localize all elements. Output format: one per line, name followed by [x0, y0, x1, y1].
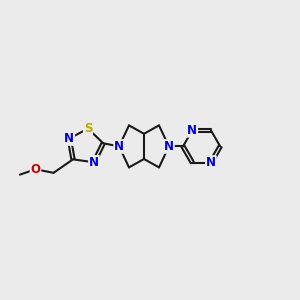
Text: N: N: [64, 132, 74, 145]
Text: N: N: [206, 156, 216, 169]
Text: N: N: [187, 124, 197, 137]
Text: S: S: [84, 122, 92, 135]
Text: N: N: [89, 156, 99, 169]
Text: N: N: [114, 140, 124, 153]
Text: N: N: [164, 140, 174, 153]
Text: O: O: [31, 163, 40, 176]
